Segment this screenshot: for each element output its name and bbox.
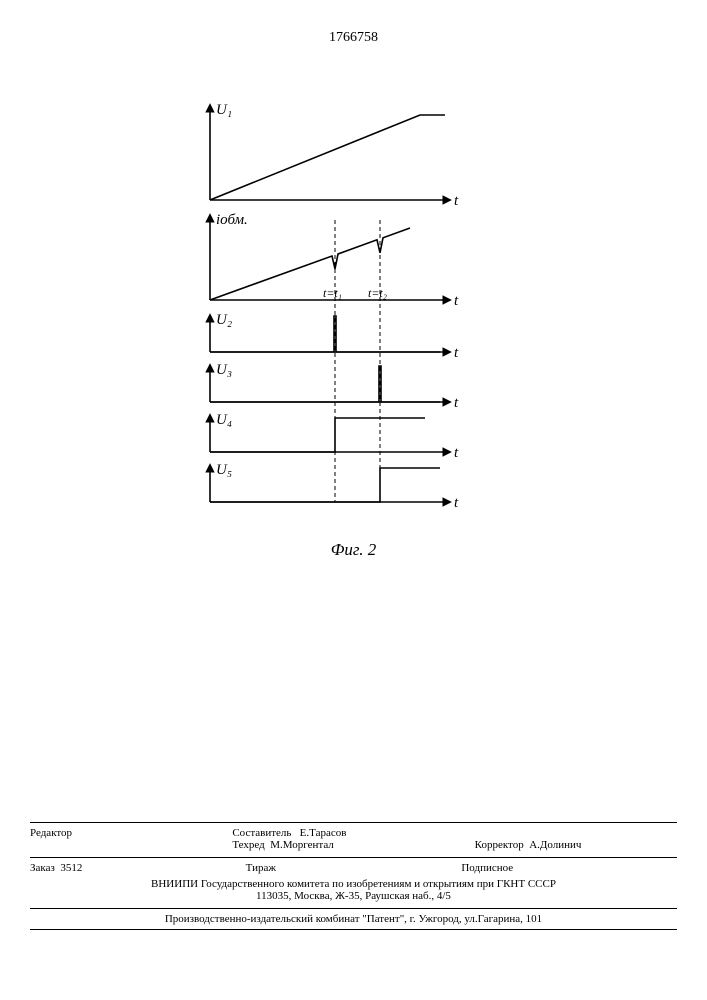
proof-cell: Корректор А.Долинич	[435, 827, 677, 851]
svg-text:t: t	[454, 293, 459, 309]
org-line2: 113035, Москва, Ж-35, Раушская наб., 4/5	[30, 890, 677, 902]
svg-text:U₁: U₁	[216, 102, 232, 118]
editor-label: Редактор	[30, 827, 72, 839]
editor-cell: Редактор	[30, 827, 232, 851]
page-number: 1766758	[0, 30, 707, 46]
timing-diagram-figure: U₁ t iобм. t t=t₁ t=t₂ U₂ t U₃ t U₄ t U₅ t	[190, 100, 490, 540]
compiler-label: Составитель	[232, 827, 291, 839]
svg-text:U₃: U₃	[216, 362, 232, 378]
center-credits: Составитель Е.Тарасов Техред М.Моргентал	[232, 827, 434, 851]
proof-label: Корректор	[475, 839, 524, 851]
compiler-name: Е.Тарасов	[300, 827, 347, 839]
order-value: 3512	[60, 862, 82, 874]
svg-text:t=t₂: t=t₂	[368, 286, 387, 300]
credits-row: Редактор Составитель Е.Тарасов Техред М.…	[30, 822, 677, 857]
colophon: Редактор Составитель Е.Тарасов Техред М.…	[30, 822, 677, 930]
subscription-label: Подписное	[461, 862, 677, 874]
proof-name: А.Долинич	[529, 839, 581, 851]
techred-name: М.Моргентал	[270, 839, 334, 851]
order-label: Заказ	[30, 862, 55, 874]
org-line1: ВНИИПИ Государственного комитета по изоб…	[30, 878, 677, 890]
org-block: ВНИИПИ Государственного комитета по изоб…	[30, 876, 677, 908]
printer-line: Производственно-издательский комбинат "П…	[30, 908, 677, 930]
figure-caption: Фиг. 2	[0, 540, 707, 560]
svg-text:U₅: U₅	[216, 462, 232, 478]
svg-text:U₂: U₂	[216, 312, 232, 328]
timing-diagram-svg: U₁ t iобм. t t=t₁ t=t₂ U₂ t U₃ t U₄ t U₅ t	[190, 100, 490, 520]
svg-text:t=t₁: t=t₁	[323, 286, 342, 300]
svg-text:t: t	[454, 193, 459, 209]
order-row: Заказ 3512 Тираж Подписное	[30, 857, 677, 876]
svg-text:iобм.: iобм.	[216, 212, 248, 228]
svg-text:t: t	[454, 445, 459, 461]
svg-text:U₄: U₄	[216, 412, 232, 428]
tirage-label: Тираж	[246, 862, 462, 874]
svg-text:t: t	[454, 345, 459, 361]
svg-text:t: t	[454, 395, 459, 411]
svg-text:t: t	[454, 495, 459, 511]
techred-label: Техред	[232, 839, 264, 851]
